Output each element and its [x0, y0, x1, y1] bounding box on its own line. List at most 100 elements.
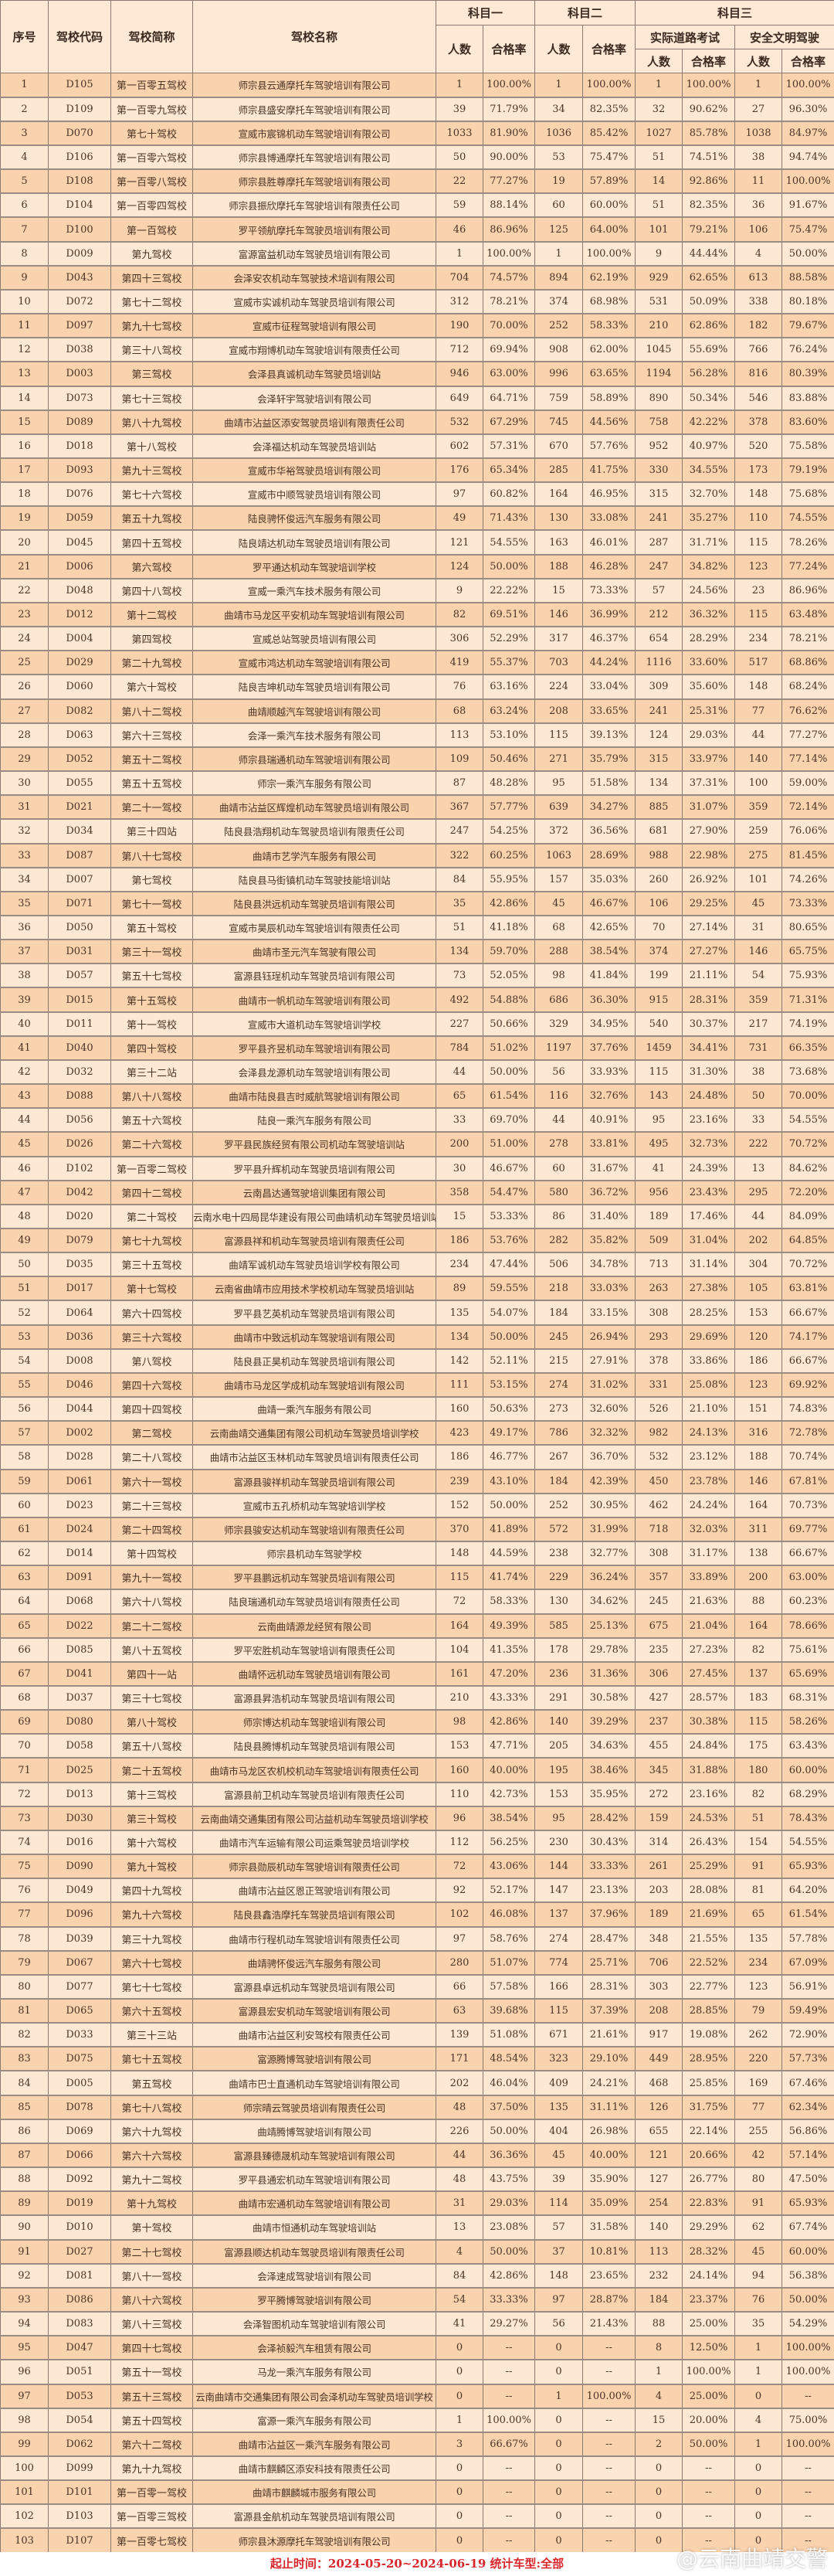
- cell-code: D080: [48, 1709, 111, 1735]
- cell-road-test-count: 468: [635, 2070, 683, 2096]
- cell-road-test-count: 427: [635, 1685, 683, 1711]
- cell-road-test-count: 8: [635, 2335, 683, 2361]
- cell-road-test-rate: 29.69%: [682, 1324, 736, 1350]
- table-row: 89 D019 第十九驾校 曲靖市宏通机动车驾驶培训有限公司 31 29.03% 114 35…: [0, 2190, 834, 2217]
- cell-road-test-count: 106: [635, 891, 683, 916]
- cell-code: D004: [48, 626, 111, 652]
- cell-road-test-rate: 33.60%: [682, 650, 736, 676]
- table-row: 84 D005 第五驾校 曲靖市巴士直通机动车驾驶培训有限公司 202 46.04% 409…: [0, 2070, 834, 2096]
- cell-short-name: 第二十九驾校: [110, 650, 193, 676]
- cell-safe-driving-rate: 75.68%: [781, 481, 834, 508]
- cell-subject2-count: 274: [534, 1372, 584, 1398]
- cell-subject1-rate: 43.10%: [482, 1469, 536, 1494]
- cell-school-name: 罗平县民族经贸有限公司机动车驾驶培训站: [192, 1131, 436, 1157]
- cell-road-test-count: 1194: [635, 361, 683, 387]
- cell-code: D021: [48, 794, 111, 821]
- cell-school-name: 会泽县真诚机动车驾驶员培训站: [192, 361, 436, 387]
- cell-school-name: 师宗县博通摩托车驾驶培训有限公司: [192, 144, 436, 171]
- cell-subject2-rate: 35.03%: [582, 867, 636, 892]
- cell-subject2-rate: 35.90%: [582, 2166, 636, 2193]
- cell-safe-driving-rate: 61.54%: [781, 1901, 834, 1928]
- cell-school-name: 师宗县胜尊摩托车驾驶培训有限公司: [192, 168, 436, 195]
- cell-safe-driving-count: 169: [734, 2070, 783, 2096]
- cell-subject2-count: 130: [534, 1589, 584, 1615]
- cell-safe-driving-rate: 86.96%: [781, 578, 834, 603]
- table-row: 17 D093 第九十三驾校 宣威市华裕驾驶员培训有限公司 176 65.34% 285 41…: [0, 457, 834, 484]
- cell-subject1-rate: 51.00%: [482, 1131, 536, 1157]
- cell-school-name: 曲靖市沾益区恩正驾驶培训有限公司: [192, 1878, 436, 1904]
- cell-code: D061: [48, 1469, 111, 1494]
- cell-subject2-rate: 28.31%: [582, 1974, 636, 2000]
- cell-subject2-rate: 40.00%: [582, 2143, 636, 2169]
- cell-road-test-count: 713: [635, 1252, 683, 1278]
- cell-code: D071: [48, 891, 111, 916]
- cell-subject2-count: 271: [534, 746, 584, 773]
- cell-school-name: 曲靖市沾益区辉煌机动车驾驶员培训有限公司: [192, 794, 436, 821]
- cell-code: D012: [48, 602, 111, 628]
- cell-school-name: 宣威市大道机动车驾驶培训学校: [192, 1011, 436, 1037]
- cell-school-name: 陆良骋怀俊远汽车服务有限公司: [192, 505, 436, 532]
- cell-short-name: 第六十七驾校: [110, 1950, 193, 1976]
- cell-road-test-rate: 24.13%: [682, 1420, 736, 1446]
- cell-code: D065: [48, 1998, 111, 2024]
- cell-road-test-rate: 34.41%: [682, 1035, 736, 1061]
- cell-no: 60: [0, 1493, 49, 1518]
- cell-subject1-count: 186: [436, 1228, 483, 1254]
- cell-safe-driving-count: 200: [734, 1565, 783, 1591]
- cell-road-test-count: 1: [635, 72, 683, 98]
- cell-subject2-rate: 63.65%: [582, 361, 636, 387]
- cell-safe-driving-rate: 73.33%: [781, 891, 834, 916]
- cell-short-name: 第三十三站: [110, 2022, 193, 2048]
- cell-school-name: 云南昌达通驾驶培训集团有限公司: [192, 1180, 436, 1205]
- cell-subject1-rate: 51.02%: [482, 1035, 536, 1061]
- cell-no: 17: [0, 457, 49, 484]
- cell-subject1-count: 35: [436, 891, 483, 916]
- cell-subject1-rate: 29.03%: [482, 2190, 536, 2217]
- cell-road-test-count: 124: [635, 722, 683, 748]
- cell-school-name: 罗平县艺英机动车驾驶员培训有限公司: [192, 1300, 436, 1326]
- cell-subject1-count: 186: [436, 1444, 483, 1470]
- cell-school-name: 陆良县正昊机动车驾驶员培训有限公司: [192, 1348, 436, 1374]
- cell-school-name: 曲靖市马龙区农机校机动车驾驶培训有限责任公司: [192, 1757, 436, 1783]
- cell-subject2-rate: 36.70%: [582, 1444, 636, 1470]
- cell-short-name: 第四十七驾校: [110, 2335, 193, 2361]
- cell-short-name: 第二十三驾校: [110, 1493, 193, 1518]
- cell-safe-driving-rate: 60.23%: [781, 1589, 834, 1615]
- cell-subject1-count: 312: [436, 289, 483, 315]
- cell-safe-driving-count: 0: [734, 2527, 783, 2554]
- cell-road-test-rate: 27.23%: [682, 1637, 736, 1663]
- cell-safe-driving-count: 153: [734, 1300, 783, 1326]
- cell-no: 2: [0, 97, 49, 122]
- table-row: 92 D081 第八十一驾校 会泽速成驾驶培训有限公司 84 42.86% 148 23.65…: [0, 2263, 834, 2289]
- cell-subject2-count: 53: [534, 144, 584, 171]
- table-row: 12 D038 第三十八驾校 宣威市翔博机动车驾驶培训有限责任公司 712 69.94% 9…: [0, 337, 834, 363]
- cell-short-name: 第六十二驾校: [110, 2432, 193, 2457]
- cell-safe-driving-rate: 80.39%: [781, 361, 834, 387]
- cell-safe-driving-rate: 100.00%: [781, 168, 834, 195]
- cell-code: D024: [48, 1517, 111, 1543]
- cell-road-test-rate: 21.11%: [682, 963, 736, 989]
- cell-subject2-rate: 28.87%: [582, 2287, 636, 2313]
- cell-school-name: 云南水电十四局昆华建设有限公司曲靖机动车驾驶员培训站: [192, 1204, 436, 1230]
- cell-safe-driving-count: 262: [734, 2022, 783, 2048]
- table-row: 68 D037 第三十七驾校 富源县昇浩机动车驾驶员培训有限公司 210 43.33% 29…: [0, 1685, 834, 1711]
- cell-safe-driving-rate: 80.65%: [781, 915, 834, 941]
- cell-road-test-count: 4: [635, 2383, 683, 2409]
- cell-code: D106: [48, 144, 111, 171]
- cell-safe-driving-count: 220: [734, 2046, 783, 2072]
- cell-subject1-rate: 69.51%: [482, 602, 536, 628]
- cell-safe-driving-rate: 66.67%: [781, 1348, 834, 1374]
- cell-school-name: 会泽祯毅汽车租赁有限公司: [192, 2335, 436, 2361]
- cell-no: 87: [0, 2143, 49, 2169]
- cell-road-test-count: 32: [635, 97, 683, 122]
- cell-safe-driving-rate: 84.09%: [781, 1204, 834, 1230]
- cell-code: D049: [48, 1878, 111, 1904]
- cell-subject2-count: 908: [534, 337, 584, 363]
- cell-subject1-count: 306: [436, 626, 483, 652]
- cell-road-test-rate: 21.63%: [682, 1589, 736, 1615]
- cell-road-test-count: 0: [635, 2503, 683, 2530]
- cell-code: D027: [48, 2239, 111, 2265]
- cell-subject1-rate: 50.00%: [482, 1493, 536, 1518]
- cell-subject1-count: 0: [436, 2455, 483, 2482]
